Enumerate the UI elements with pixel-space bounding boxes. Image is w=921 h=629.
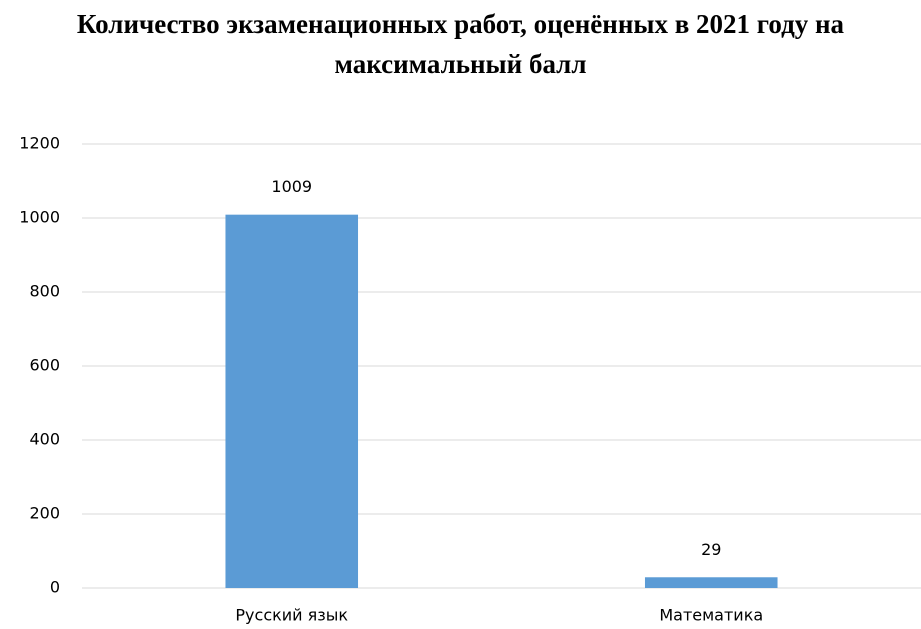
x-tick-label: Русский язык (235, 606, 348, 625)
y-tick-label: 0 (50, 578, 60, 597)
y-tick-label: 1000 (19, 208, 60, 227)
x-tick-label: Математика (659, 606, 763, 625)
data-label: 29 (701, 540, 721, 559)
y-tick-label: 400 (29, 430, 60, 449)
y-tick-label: 1200 (19, 134, 60, 153)
y-tick-label: 800 (29, 282, 60, 301)
y-tick-label: 200 (29, 504, 60, 523)
y-tick-label: 600 (29, 356, 60, 375)
bar (644, 577, 778, 588)
chart-title: Количество экзаменационных работ, оценён… (76, 9, 845, 79)
bar (225, 214, 359, 589)
data-label: 1009 (271, 177, 312, 196)
